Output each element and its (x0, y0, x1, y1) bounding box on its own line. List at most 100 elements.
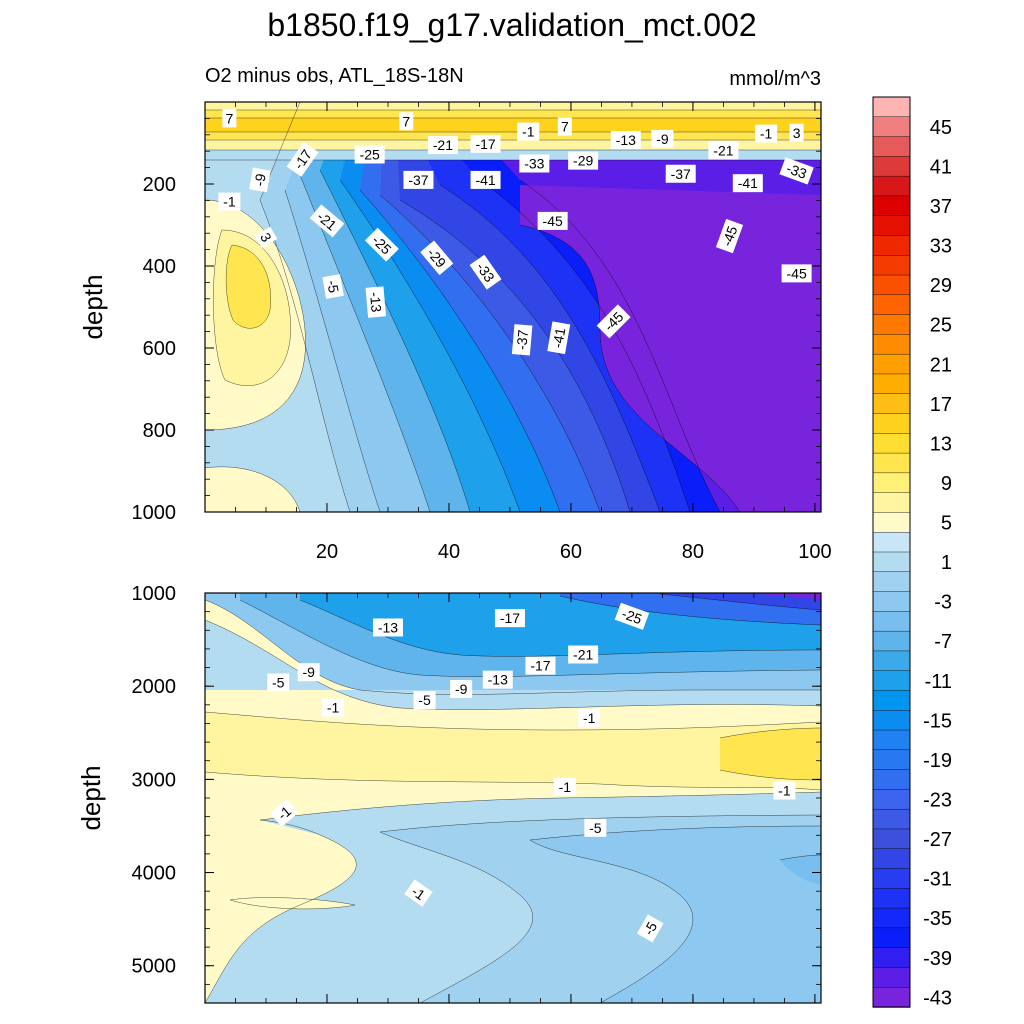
bottom-contour-label-box (322, 698, 345, 717)
top-contour-label-text: -13 (367, 291, 385, 313)
top-contour-label: -9 (249, 167, 271, 193)
top-contour-label-box (781, 264, 812, 283)
bottom-contour-label: -1 (578, 708, 601, 727)
top-contour-label-box (547, 321, 571, 355)
top-contour-label-text: -33 (784, 160, 809, 182)
bottom-contour-label-box (494, 609, 525, 628)
top-contour-label-text: -41 (475, 172, 495, 188)
bottom-contour-labels: -13 -17 -25 -21 -17 -13 -9 -9 -5 -5 -1 -1 -1 -1 -1 -5 -1… (267, 602, 796, 943)
bottom-contour-label-box (773, 781, 796, 800)
top-contour-label-box (596, 304, 631, 339)
colorbar-swatch (872, 808, 911, 830)
colorbar-swatch (872, 96, 911, 118)
bottom-contour-label-text: -9 (455, 681, 468, 697)
bottom-contour-label-text: -5 (272, 674, 285, 690)
bottom-deep-minus7 (780, 855, 821, 885)
bottom-contour-label-text: -5 (418, 692, 431, 708)
colorbar-swatch (872, 255, 911, 276)
top-contour-label-text: -37 (671, 166, 691, 182)
bottom-band-minus1 (205, 620, 821, 710)
colorbar: 45 41 37 33 29 25 21 17 13 9 5 1 -3 -7 -11 -15 -19 -23 -27… (872, 96, 952, 1009)
top-contour-label-box (755, 124, 778, 143)
colorbar-swatch (872, 967, 911, 988)
colorbar-swatch (872, 571, 911, 593)
top-contour-label: 7 (399, 112, 414, 131)
top-axis-ticks: 200 400 600 800 1000 20 40 60 80 100 (132, 101, 832, 563)
top-contour-label-box (322, 274, 344, 299)
bottom-contour-label: -17 (494, 609, 525, 628)
top-contour-label-box (519, 154, 550, 173)
colorbar-swatch (872, 334, 911, 355)
top-contour-label-text: 7 (561, 119, 569, 135)
top-contour-label-box (427, 136, 458, 155)
top-contour-label-box (779, 157, 814, 185)
top-contour-label: -21 (708, 141, 739, 160)
top-contour-label-box (715, 218, 744, 254)
top-ytick-label: 1000 (132, 502, 177, 524)
top-contour-label-box (511, 324, 533, 356)
colorbar-label: -23 (923, 790, 952, 812)
colorbar-swatch (872, 532, 911, 553)
bottom-contour-label-text: -17 (500, 610, 520, 626)
bottom-contour-label: -1 (773, 781, 796, 800)
top-contour-label-box (708, 141, 739, 160)
top-contour-label-text: -5 (324, 279, 342, 294)
top-contour-label-text: -41 (738, 175, 758, 191)
bottom-contour-label: -5 (413, 691, 436, 710)
bottom-fill-layer (205, 593, 821, 1003)
top-contour-label: -41 (547, 321, 571, 355)
colorbar-label: 37 (930, 196, 952, 218)
colorbar-swatch (872, 611, 911, 632)
colorbar-swatch (872, 789, 911, 810)
bottom-contour-label-text: -17 (530, 658, 550, 674)
bottom-deep-warm-patch (230, 897, 355, 909)
bottom-band-warm (205, 712, 821, 790)
colorbar-label: 5 (941, 513, 952, 535)
top-contour-label-text: -1 (223, 194, 236, 210)
bottom-contour-label: -1 (270, 798, 299, 827)
top-contour-label: -13 (365, 286, 387, 318)
colorbar-swatch (872, 591, 911, 613)
bottom-contour-label: -21 (568, 645, 599, 664)
bottom-ylabel: depth (76, 765, 106, 830)
bottom-ytick-label: 4000 (132, 863, 177, 885)
bottom-contour-label-text: -1 (583, 710, 596, 726)
colorbar-label: 17 (930, 394, 952, 416)
colorbar-swatch (872, 927, 911, 949)
colorbar-swatch (872, 353, 911, 375)
bottom-band-warm-core (720, 728, 821, 780)
bottom-contour-label-text: -13 (488, 672, 508, 688)
top-contour-label-box (789, 123, 804, 142)
colorbar-label: 25 (930, 315, 952, 337)
colorbar-swatch (872, 314, 911, 336)
bottom-ytick-label: 3000 (132, 769, 177, 791)
bottom-upper-minus33 (660, 593, 821, 610)
top-contour-label-text: -45 (543, 213, 563, 229)
bottom-contour-label: -1 (553, 777, 576, 796)
bottom-contour-label-box (614, 602, 650, 630)
top-contour-label-text: -37 (513, 329, 531, 351)
colorbar-swatch (872, 274, 911, 296)
bottom-contour-label: -9 (450, 679, 473, 698)
colorbar-swatch (872, 650, 911, 672)
colorbar-swatch (872, 769, 911, 791)
colorbar-swatch (872, 670, 911, 692)
top-contour-label-box (651, 129, 674, 148)
chart-subtitle-left: O2 minus obs, ATL_18S-18N (205, 65, 464, 87)
top-ylabel: depth (78, 274, 108, 339)
bottom-contour-label: -17 (525, 656, 556, 675)
colorbar-swatch (872, 710, 911, 731)
top-contour-label: -33 (519, 154, 550, 173)
top-contour-label: -9 (651, 129, 674, 148)
bottom-contour-label-box (413, 691, 436, 710)
top-contour-label-box (610, 131, 641, 150)
bottom-upper-minus43 (760, 593, 821, 600)
colorbar-swatch (872, 433, 911, 454)
bottom-ytick-label: 1000 (132, 583, 177, 605)
bottom-contour-label: -9 (297, 663, 320, 682)
bottom-contour-label-box (404, 879, 433, 907)
bottom-contour-label-text: -21 (573, 647, 593, 663)
top-contour-label-text: -25 (360, 146, 380, 162)
colorbar-swatch (872, 116, 911, 138)
